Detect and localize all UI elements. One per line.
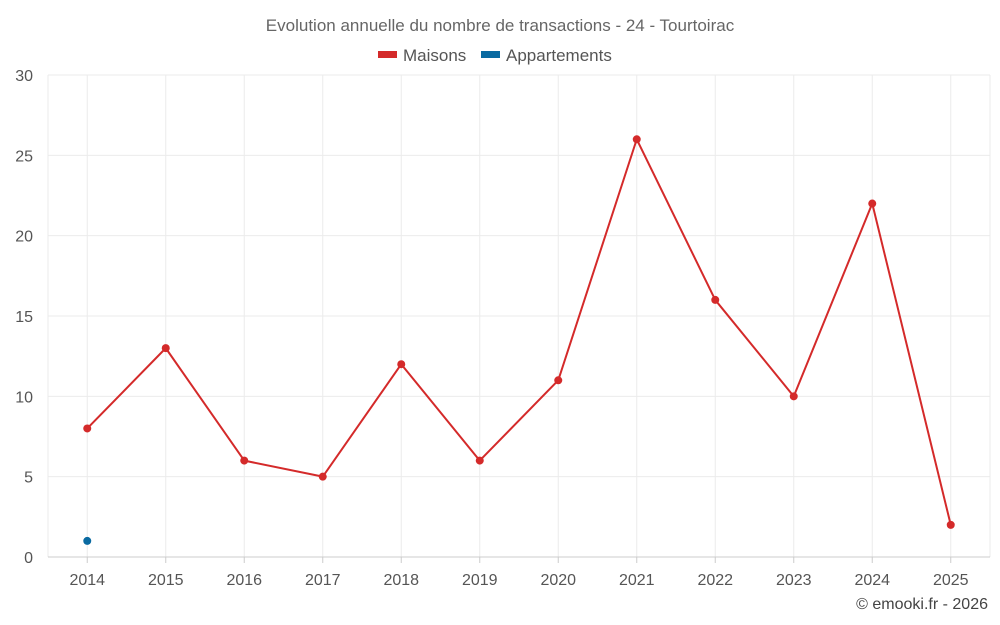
data-point-maisons-2017[interactable] — [318, 472, 327, 481]
legend-swatch-appartements — [481, 51, 500, 58]
y-tick-label: 20 — [15, 229, 33, 246]
legend: Maisons Appartements — [378, 46, 612, 65]
credit-text: © emooki.fr - 2026 — [856, 596, 988, 613]
data-point-maisons-2018[interactable] — [397, 360, 406, 369]
y-tick-label: 0 — [24, 550, 33, 567]
legend-swatch-maisons — [378, 51, 397, 58]
x-tick-label: 2025 — [933, 572, 969, 589]
y-tick-label: 25 — [15, 148, 33, 165]
data-point-appartements-2014[interactable] — [83, 536, 92, 545]
x-tick-label: 2018 — [383, 572, 419, 589]
gridlines — [47, 74, 991, 557]
data-point-maisons-2019[interactable] — [475, 456, 484, 465]
series-line-maisons — [86, 138, 952, 526]
legend-label-appartements: Appartements — [506, 46, 612, 65]
legend-item-maisons[interactable]: Maisons — [378, 46, 466, 65]
x-tick-label: 2022 — [697, 572, 733, 589]
y-tick-label: 30 — [15, 68, 33, 85]
y-tick-label: 10 — [15, 389, 33, 406]
x-axis: 2014 2015 2016 2017 2018 2019 2020 2021 2022 2023… — [48, 556, 990, 589]
x-tick-label: 2021 — [619, 572, 655, 589]
data-point-maisons-2023[interactable] — [789, 392, 798, 401]
x-tick-label: 2020 — [540, 572, 576, 589]
data-point-maisons-2016[interactable] — [240, 456, 249, 465]
data-point-maisons-2015[interactable] — [161, 344, 170, 353]
x-tick-label: 2014 — [69, 572, 105, 589]
series-maisons — [83, 135, 955, 529]
y-tick-label: 15 — [15, 309, 33, 326]
data-point-maisons-2014[interactable] — [83, 424, 92, 433]
x-tick-label: 2023 — [776, 572, 812, 589]
y-tick-label: 5 — [24, 470, 33, 487]
data-point-maisons-2022[interactable] — [711, 295, 720, 304]
y-axis: 0 5 10 15 20 25 30 — [15, 68, 33, 567]
series-layer — [83, 135, 955, 545]
series-appartements — [83, 536, 92, 545]
x-tick-label: 2016 — [226, 572, 262, 589]
legend-item-appartements[interactable]: Appartements — [481, 46, 612, 65]
legend-label-maisons: Maisons — [403, 46, 466, 65]
x-tick-label: 2024 — [854, 572, 890, 589]
data-point-maisons-2021[interactable] — [632, 135, 641, 144]
data-point-maisons-2020[interactable] — [554, 376, 563, 385]
chart-title: Evolution annuelle du nombre de transact… — [266, 16, 735, 35]
data-point-maisons-2025[interactable] — [946, 520, 955, 529]
x-tick-label: 2015 — [148, 572, 184, 589]
x-tick-label: 2017 — [305, 572, 341, 589]
x-tick-label: 2019 — [462, 572, 498, 589]
data-point-maisons-2024[interactable] — [868, 199, 877, 208]
